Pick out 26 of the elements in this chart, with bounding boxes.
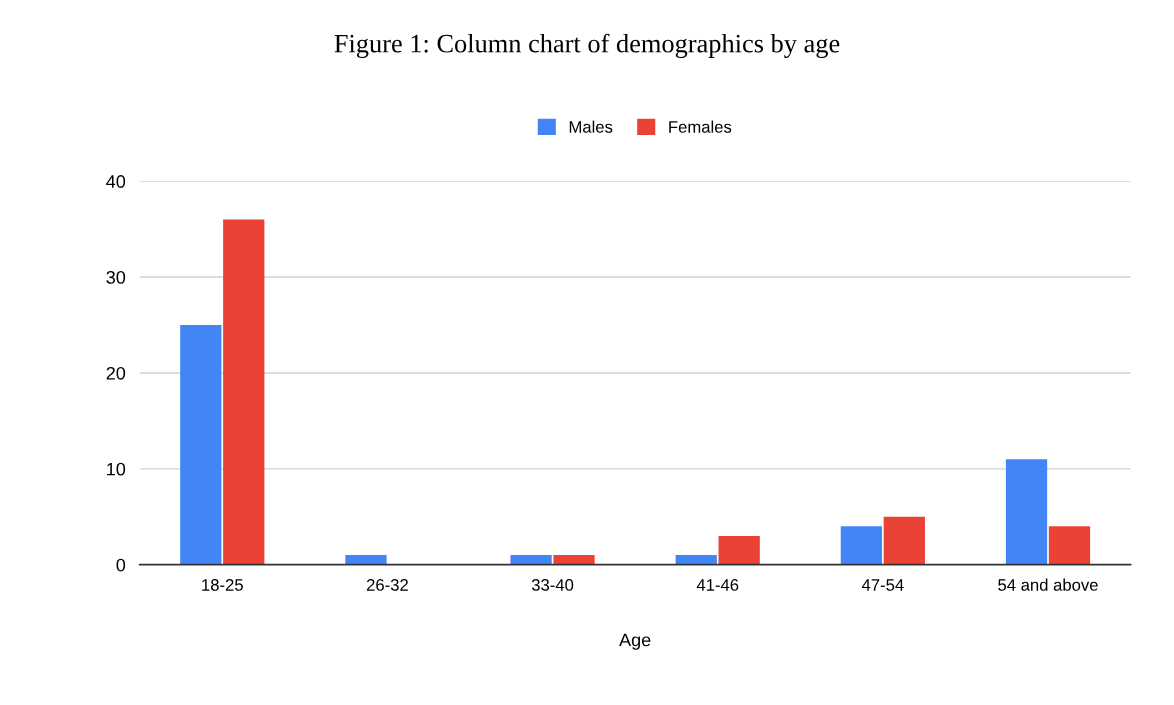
y-tick-label: 40 [106,175,126,188]
chart-title: Figure 1: Column chart of demographics by age [334,33,840,58]
x-tick-label: 26-32 [366,579,408,591]
bar [553,555,595,565]
bar [510,555,552,565]
bar [1005,459,1048,565]
y-tick-label: 20 [106,366,126,380]
bar [883,516,925,565]
bar [718,535,760,565]
x-axis-title: Age [619,633,651,650]
y-tick-label: 10 [107,462,126,476]
legend-label: Males [569,120,613,133]
x-tick-label: 47-54 [861,579,904,591]
y-tick-label: 0 [116,558,126,572]
x-tick-label: 18-25 [202,579,243,591]
x-tick-label: 54 and above [998,578,1098,591]
bar [1048,526,1091,565]
x-tick-label: 41-46 [696,579,739,591]
bar [223,219,265,565]
legend-label: Females [669,120,732,133]
bar [180,325,222,565]
y-tick-label: 30 [106,271,126,284]
bar [840,526,883,565]
bar [675,555,717,565]
x-tick-label: 33-40 [531,579,574,591]
bar [345,555,387,565]
